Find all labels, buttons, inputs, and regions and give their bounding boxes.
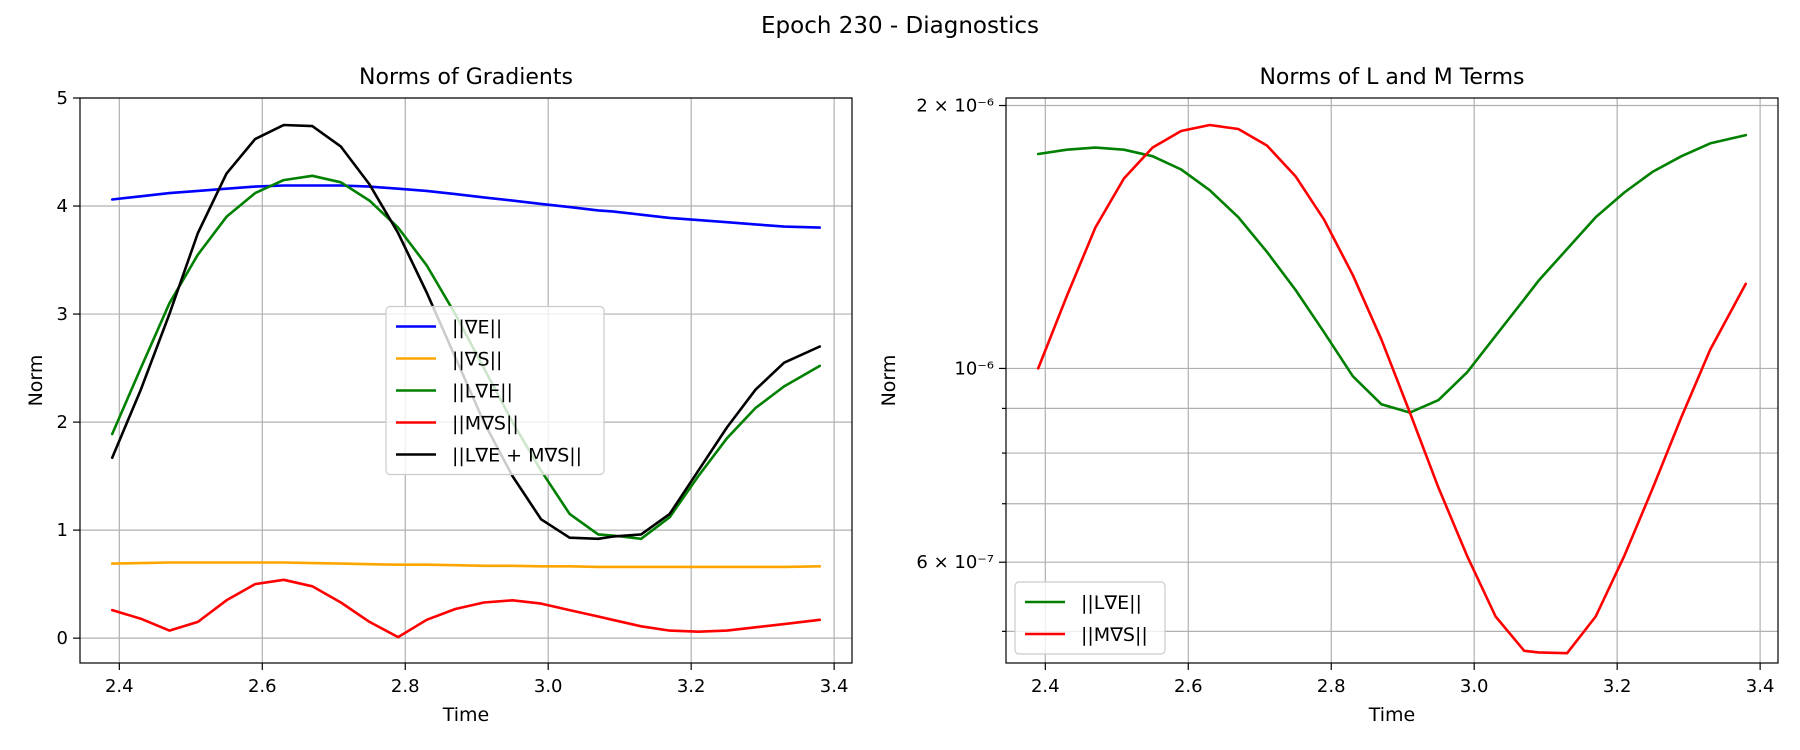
series-line-0 — [1036, 133, 1748, 414]
legend-label: ||M∇S|| — [452, 413, 519, 435]
y-tick-label: 2 × 10⁻⁶ — [916, 96, 994, 117]
x-tick-label: 2.4 — [105, 676, 134, 697]
lm-terms-xlabel: Time — [1368, 704, 1416, 726]
y-tick-label: 5 — [57, 88, 68, 109]
legend-label: ||M∇S|| — [1081, 624, 1148, 646]
lm-terms-plot-frame — [1005, 97, 1779, 664]
x-tick-label: 3.4 — [1746, 676, 1775, 697]
y-tick-label: 6 × 10⁻⁷ — [916, 552, 994, 573]
lm-terms-title: Norms of L and M Terms — [1259, 65, 1524, 90]
legend-label: ||∇E|| — [452, 317, 502, 339]
gradients-plot-frame — [79, 97, 853, 664]
x-tick-label: 3.2 — [1603, 676, 1632, 697]
gradients-title: Norms of Gradients — [359, 65, 573, 90]
y-tick-label: 4 — [57, 196, 68, 217]
y-tick-label: 1 — [57, 520, 68, 541]
gradients-ylabel: Norm — [25, 355, 47, 407]
lm-terms-series — [1036, 123, 1748, 655]
lm-terms-legend: ||L∇E|| ||M∇S|| — [1014, 581, 1166, 655]
lm-terms-chart: 2.4 2.6 2.8 3.0 3.2 3.4 6 × 10⁻⁷ 10⁻⁶ 2 × 10⁻⁶ No… — [878, 65, 1779, 726]
gradients-legend: ||∇E|| ||∇S|| ||L∇E|| ||M∇S|| ||L∇E + M∇S|| — [385, 305, 605, 476]
legend-box — [385, 305, 605, 476]
gradients-chart: 2.4 2.6 2.8 3.0 3.2 3.4 0 1 2 3 4 5 Norms of Gradien… — [25, 65, 853, 726]
x-tick-label: 2.6 — [248, 676, 277, 697]
y-tick-label: 2 — [57, 412, 68, 433]
figure-suptitle: Epoch 230 - Diagnostics — [761, 13, 1039, 39]
x-tick-label: 3.4 — [820, 676, 849, 697]
series-line-1 — [110, 561, 822, 569]
legend-label: ||∇S|| — [452, 349, 502, 371]
y-tick-label: 10⁻⁶ — [954, 358, 994, 379]
legend-label: ||L∇E|| — [452, 381, 513, 403]
x-tick-label: 3.2 — [677, 676, 706, 697]
series-line-0 — [110, 184, 822, 229]
x-tick-label: 3.0 — [534, 676, 563, 697]
legend-box — [1014, 581, 1166, 655]
x-tick-label: 2.8 — [1317, 676, 1346, 697]
series-line-1 — [1036, 123, 1748, 655]
x-tick-label: 2.6 — [1174, 676, 1203, 697]
x-tick-label: 3.0 — [1460, 676, 1489, 697]
series-line-3 — [110, 578, 822, 639]
gradients-xlabel: Time — [442, 704, 490, 726]
x-tick-label: 2.8 — [391, 676, 420, 697]
lm-terms-ylabel: Norm — [878, 355, 900, 407]
y-tick-label: 3 — [57, 304, 68, 325]
legend-label: ||L∇E + M∇S|| — [452, 445, 582, 467]
legend-label: ||L∇E|| — [1081, 592, 1142, 614]
x-tick-label: 2.4 — [1031, 676, 1060, 697]
y-tick-label: 0 — [57, 628, 68, 649]
